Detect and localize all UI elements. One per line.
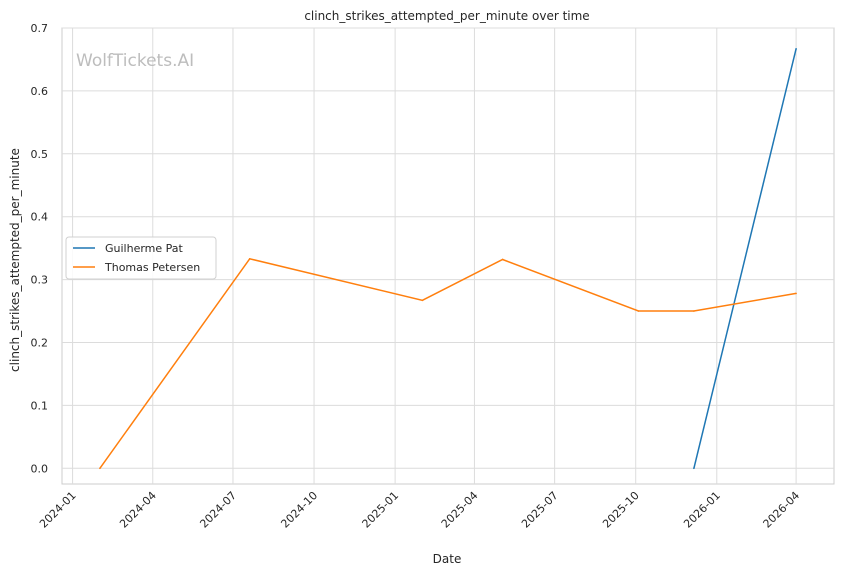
x-tick-label: 2026-04 <box>761 489 803 531</box>
y-tick-labels: 0.0 0.1 0.2 0.3 0.4 0.5 0.6 0.7 <box>31 22 49 475</box>
legend-label: Thomas Petersen <box>104 261 200 274</box>
data-point <box>795 292 797 295</box>
x-gridlines <box>72 28 797 484</box>
y-tick-label: 0.1 <box>31 399 49 412</box>
x-axis-title: Date <box>433 552 462 566</box>
data-point <box>501 258 504 261</box>
y-tick-label: 0.2 <box>31 336 49 349</box>
data-point <box>795 47 797 50</box>
x-tick-label: 2025-07 <box>519 489 561 531</box>
legend: Guilherme Pat Thomas Petersen <box>65 236 217 280</box>
x-tick-label: 2025-01 <box>360 489 402 531</box>
x-tick-label: 2024-10 <box>278 489 320 531</box>
x-tick-label: 2024-01 <box>37 489 79 531</box>
x-tick-labels: 2024-01 2024-04 2024-07 2024-10 2025-01 2025-… <box>37 489 802 531</box>
y-tick-label: 0.7 <box>31 22 49 35</box>
data-point <box>248 258 251 260</box>
legend-box <box>65 236 217 280</box>
x-tick-label: 2024-04 <box>117 489 159 531</box>
data-point <box>421 299 424 302</box>
data-point <box>637 310 640 312</box>
watermark: WolfTickets.AI <box>76 51 194 71</box>
x-tick-label: 2025-04 <box>439 489 481 531</box>
legend-label: Guilherme Pat <box>105 242 184 255</box>
y-tick-label: 0.6 <box>31 85 49 98</box>
x-tick-label: 2024-07 <box>197 489 239 531</box>
y-tick-label: 0.4 <box>31 211 49 224</box>
y-tick-label: 0.3 <box>31 274 49 287</box>
x-tick-label: 2026-01 <box>681 489 723 531</box>
series-layer <box>99 47 797 470</box>
y-axis-title: clinch_strikes_attempted_per_minute <box>8 148 22 372</box>
data-point <box>693 467 695 470</box>
series-line-0 <box>693 48 797 469</box>
data-point <box>693 310 695 312</box>
data-point <box>99 467 101 470</box>
chart-title: clinch_strikes_attempted_per_minute over… <box>304 9 589 23</box>
y-tick-label: 0.0 <box>31 462 49 475</box>
x-tick-label: 2025-10 <box>600 489 642 531</box>
y-tick-label: 0.5 <box>31 148 49 161</box>
